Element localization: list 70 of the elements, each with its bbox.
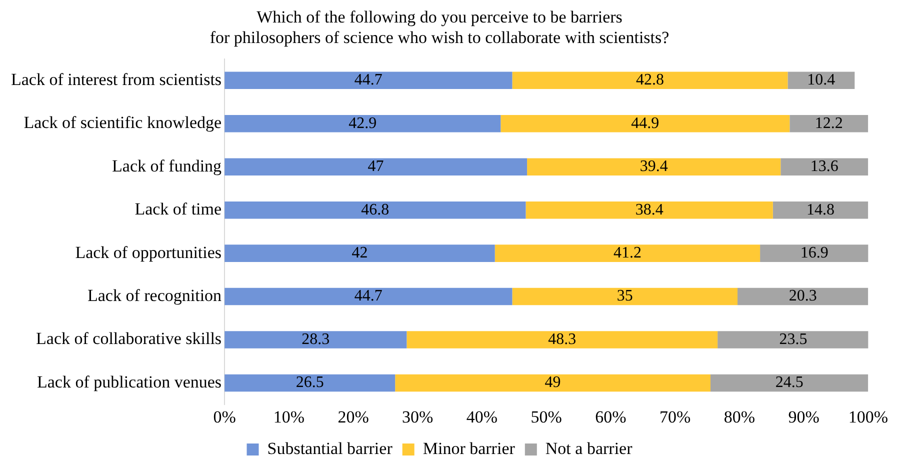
- bar: [395, 374, 710, 392]
- data-label: 42.9: [348, 114, 377, 132]
- legend-label: Substantial barrier: [267, 438, 393, 458]
- data-label: 20.3: [788, 288, 817, 305]
- bar: [406, 331, 718, 348]
- bar: [224, 201, 526, 219]
- data-label: 35: [616, 288, 633, 305]
- bar: [760, 244, 868, 262]
- y-tick-label: Lack of funding: [112, 156, 222, 176]
- bar: [772, 201, 868, 219]
- data-label: 23.5: [779, 330, 808, 348]
- data-label: 44.9: [631, 114, 660, 132]
- bar: [224, 114, 501, 132]
- bar: [224, 374, 396, 392]
- data-label: 41.2: [613, 244, 642, 262]
- data-label: 42: [352, 244, 368, 262]
- y-tick-label: Lack of scientific knowledge: [24, 113, 222, 132]
- x-tick-label: 80%: [724, 407, 756, 426]
- x-tick-label: 90%: [788, 407, 820, 426]
- data-label: 12.2: [814, 114, 843, 132]
- data-label: 47: [368, 158, 384, 176]
- bar: [718, 331, 868, 348]
- bar: [780, 158, 868, 176]
- data-label: 49: [544, 374, 561, 392]
- data-label: 38.4: [635, 201, 664, 218]
- y-tick-label: Lack of collaborative skills: [36, 329, 222, 348]
- bar: [512, 288, 738, 306]
- x-tick-label: 50%: [530, 407, 562, 426]
- data-label: 42.8: [636, 72, 664, 89]
- bar: [790, 114, 868, 132]
- data-label: 13.6: [810, 158, 838, 176]
- data-label: 14.8: [806, 201, 835, 218]
- x-tick-label: 10%: [273, 407, 304, 426]
- bar: [224, 72, 512, 90]
- x-tick-label: 20%: [338, 407, 369, 426]
- y-tick-label: Lack of time: [134, 200, 222, 219]
- x-tick-label: 60%: [595, 407, 626, 426]
- bar: [526, 201, 773, 219]
- legend-label: Not a barrier: [545, 438, 633, 458]
- y-tick-label: Lack of publication venues: [36, 372, 222, 392]
- data-label: 48.3: [548, 330, 576, 348]
- data-label: 28.3: [302, 330, 330, 348]
- bar: [512, 72, 788, 90]
- data-label: 39.4: [640, 158, 668, 176]
- data-label: 24.5: [775, 374, 804, 392]
- bar: [527, 158, 781, 176]
- data-label: 46.8: [361, 201, 390, 218]
- x-tick-label: 30%: [402, 407, 434, 426]
- y-tick-label: Lack of opportunities: [75, 242, 222, 262]
- bar: [224, 331, 407, 348]
- y-tick-label: Lack of interest from scientists: [10, 70, 222, 89]
- bar: [224, 288, 512, 306]
- bar: [710, 374, 868, 392]
- x-tick-label: 40%: [466, 407, 498, 426]
- legend-label: Minor barrier: [422, 438, 516, 458]
- bar: [224, 158, 528, 176]
- data-label: 44.7: [354, 288, 382, 305]
- data-label: 16.9: [800, 244, 828, 262]
- y-tick-label: Lack of recognition: [87, 286, 222, 306]
- data-label: 10.4: [807, 72, 836, 89]
- bar: [224, 244, 495, 262]
- bar: [500, 114, 790, 132]
- x-tick-label: 70%: [659, 407, 691, 426]
- x-tick-label: 100%: [848, 407, 888, 426]
- chart-title: Which of the following do you perceive to be barriers for philosophers of science who wish to collaborate with scientists?: [210, 8, 670, 48]
- data-label: 44.7: [354, 72, 382, 89]
- x-tick-label: 0%: [213, 407, 236, 426]
- bar: [738, 288, 868, 306]
- bar: [494, 244, 760, 262]
- data-label: 26.5: [296, 374, 324, 392]
